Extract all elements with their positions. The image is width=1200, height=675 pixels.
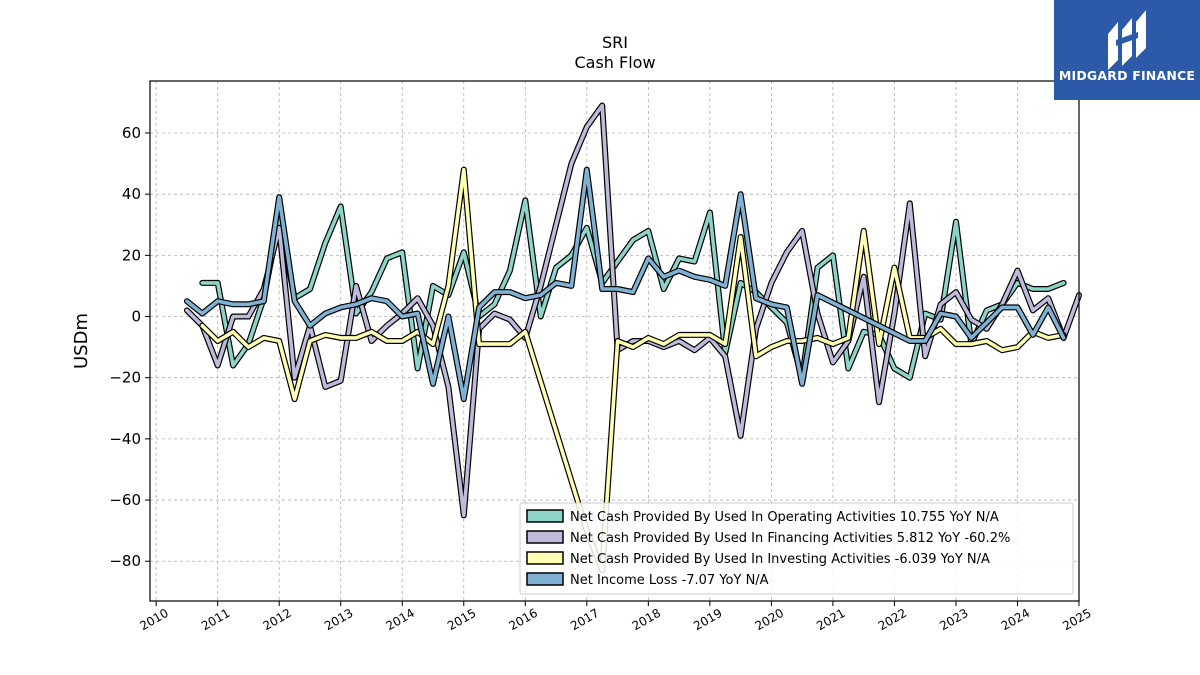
y-tick-label: −20	[109, 369, 141, 387]
y-tick-label: −40	[109, 430, 141, 448]
y-tick-label: 60	[122, 124, 141, 142]
midgard-finance-logo: MIDGARD FINANCE	[1054, 0, 1200, 100]
x-tick-label: 2010	[137, 606, 170, 633]
y-tick-label: −60	[109, 491, 141, 509]
legend-label-4: Net Income Loss -7.07 YoY N/A	[570, 573, 769, 588]
legend-label-1: Net Cash Provided By Used In Operating A…	[570, 510, 999, 525]
x-tick-label: 2017	[568, 606, 601, 633]
series-lines	[183, 102, 1082, 574]
chart-title: SRI	[602, 33, 628, 52]
x-tick-label: 2021	[814, 606, 847, 633]
x-tick-label: 2023	[937, 606, 970, 633]
x-tick-label: 2013	[322, 606, 355, 633]
y-tick-label: 20	[122, 246, 141, 264]
legend-swatch-1	[526, 509, 564, 523]
legend-swatch-4	[526, 572, 564, 586]
x-axis: 2010 2011 2012 2013 2014 2015 2016 2017 2018 2019…	[137, 601, 1094, 633]
midgard-logo-icon	[1108, 10, 1146, 70]
logo-text: MIDGARD FINANCE	[1058, 68, 1196, 83]
legend-label-3: Net Cash Provided By Used In Investing A…	[570, 552, 990, 567]
y-axis-label: USDm	[71, 313, 92, 369]
chart-subtitle: Cash Flow	[574, 53, 655, 72]
legend-label-2: Net Cash Provided By Used In Financing A…	[570, 531, 1010, 546]
x-tick-label: 2019	[691, 606, 724, 633]
x-tick-label: 2020	[753, 606, 786, 633]
y-tick-label: 0	[131, 308, 141, 326]
x-tick-label: 2022	[876, 606, 909, 633]
x-tick-label: 2024	[999, 606, 1032, 633]
x-tick-label: 2016	[507, 606, 540, 633]
y-tick-label: 40	[122, 185, 141, 203]
legend: Net Cash Provided By Used In Operating A…	[519, 502, 1074, 595]
x-tick-label: 2025	[1060, 606, 1093, 633]
legend-box	[519, 502, 1074, 595]
x-tick-label: 2012	[260, 606, 293, 633]
series-line-4	[185, 167, 1066, 401]
y-axis: 60 40 20 0 −20 −40 −60 −80	[109, 124, 150, 570]
x-tick-label: 2014	[384, 606, 417, 633]
series-line-2	[185, 103, 1081, 518]
x-tick-label: 2018	[630, 606, 663, 633]
series-outline-2	[183, 102, 1082, 519]
x-tick-label: 2015	[445, 606, 478, 633]
x-tick-label: 2011	[199, 606, 232, 633]
y-tick-label: −80	[109, 552, 141, 570]
plot-frame	[149, 80, 1080, 602]
legend-swatch-3	[526, 551, 564, 565]
legend-swatch-2	[526, 530, 564, 544]
